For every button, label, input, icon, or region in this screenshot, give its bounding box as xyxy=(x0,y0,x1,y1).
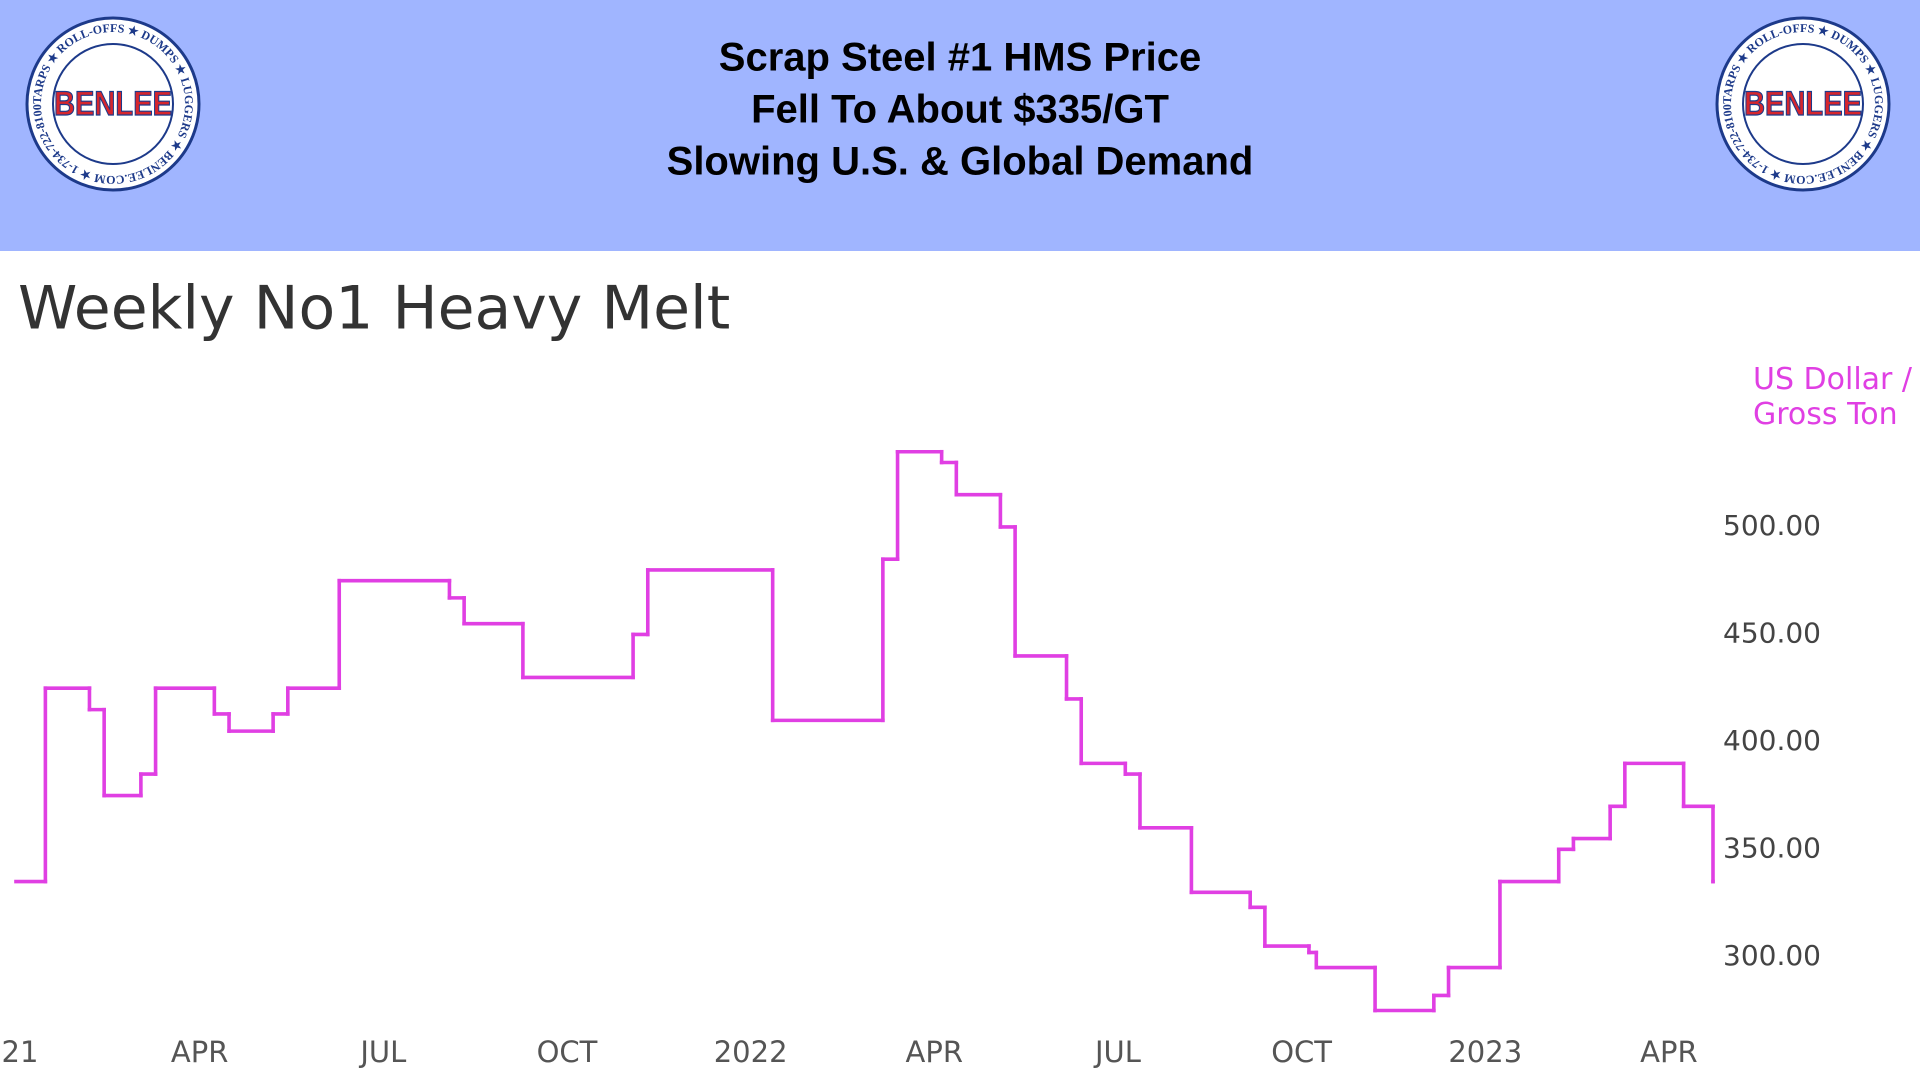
header-title: Slowing U.S. & Global Demand xyxy=(667,140,1254,184)
plot: 300.00 350.00 400.00 450.00 500.00 '21 APR JUL O… xyxy=(0,449,1821,1069)
x-tick-label: '21 xyxy=(0,1035,38,1069)
header-title: Fell To About $335/GT xyxy=(751,88,1169,132)
header-title: Scrap Steel #1 HMS Price xyxy=(719,36,1201,80)
logo: TARPS ★ ROLL-OFFS ★ DUMPS ★ LUGGERS ★ BE… xyxy=(1715,16,1891,192)
header-band xyxy=(0,0,1920,251)
y-axis-label: US Dollar / Gross Ton xyxy=(1753,362,1913,432)
logo-name: BENLEE xyxy=(1744,85,1862,123)
logo-name: BENLEE xyxy=(54,85,172,123)
x-tick-label: 2022 xyxy=(714,1035,788,1069)
x-tick-label: OCT xyxy=(1271,1035,1332,1069)
x-tick-label: JUL xyxy=(358,1035,406,1069)
logo: TARPS ★ ROLL-OFFS ★ DUMPS ★ LUGGERS ★ BE… xyxy=(25,16,201,192)
x-tick-label: APR xyxy=(906,1035,963,1069)
y-tick-label: 300.00 xyxy=(1723,939,1821,972)
y-tick-label: 500.00 xyxy=(1723,509,1821,542)
y-tick-label: 350.00 xyxy=(1723,831,1821,864)
x-tick-label: 2023 xyxy=(1448,1035,1522,1069)
x-tick-label: OCT xyxy=(537,1035,598,1069)
x-tick-label: JUL xyxy=(1093,1035,1141,1069)
y-tick-label: 450.00 xyxy=(1723,616,1821,649)
x-tick-label: APR xyxy=(171,1035,228,1069)
y-tick-label: 400.00 xyxy=(1723,724,1821,757)
chart-title: Weekly No1 Heavy Melt xyxy=(18,274,730,344)
x-tick-label: APR xyxy=(1640,1035,1697,1069)
